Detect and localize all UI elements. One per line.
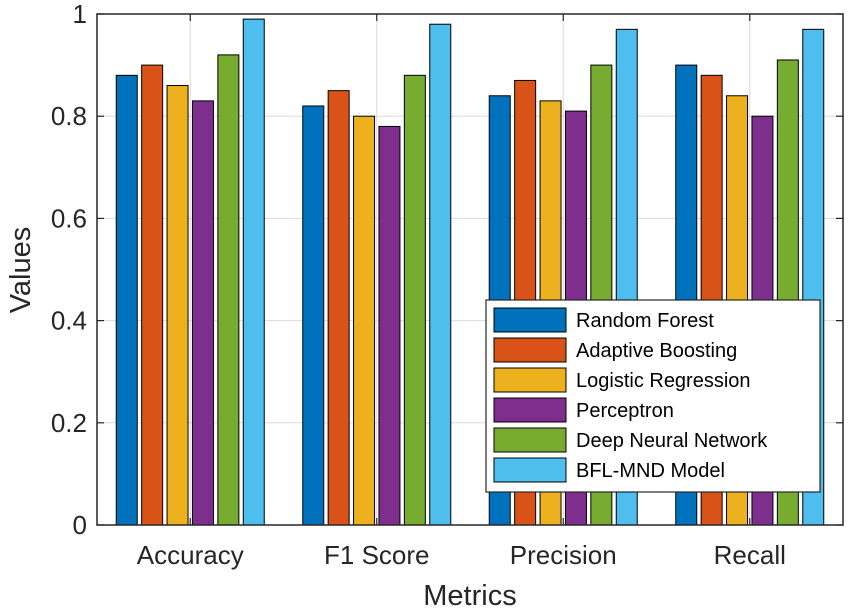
x-tick-label: Recall <box>714 540 786 570</box>
x-tick-label: Accuracy <box>137 540 244 570</box>
legend-swatch <box>493 367 567 393</box>
legend-swatch <box>493 457 567 483</box>
x-tick-label: Precision <box>510 540 617 570</box>
bar-deep-neural-network-accuracy <box>217 54 240 526</box>
bar-perceptron-accuracy <box>191 100 214 526</box>
legend-label: Perceptron <box>576 400 674 422</box>
legend-label: Adaptive Boosting <box>576 340 737 362</box>
y-axis-title: Values <box>5 227 37 314</box>
bar-random-forest-f1-score <box>302 105 325 526</box>
bar-random-forest-accuracy <box>115 74 138 526</box>
bar-logistic-regression-accuracy <box>166 85 189 526</box>
y-tick-label: 0.8 <box>51 101 87 131</box>
y-tick-label: 0.2 <box>51 408 87 438</box>
y-tick-label: 0.4 <box>51 306 87 336</box>
bar-logistic-regression-f1-score <box>353 115 376 526</box>
legend-label: BFL-MND Model <box>576 460 725 482</box>
legend-label: Random Forest <box>576 310 714 332</box>
bar-adaptive-boosting-accuracy <box>141 64 164 526</box>
plot-frame <box>96 13 844 526</box>
legend-label: Logistic Regression <box>576 370 751 392</box>
bar-bfl-mnd-model-accuracy <box>242 18 265 526</box>
x-tick-label: F1 Score <box>324 540 430 570</box>
legend-swatch <box>493 337 567 363</box>
bar-perceptron-f1-score <box>378 125 401 526</box>
bar-bfl-mnd-model-f1-score <box>429 23 452 526</box>
legend: Random Forest Adaptive Boosting Logistic R… <box>485 299 821 493</box>
x-axis: Accuracy F1 Score Precision Recall <box>137 14 786 570</box>
legend-swatch <box>493 427 567 453</box>
y-tick-label: 0.6 <box>51 203 87 233</box>
legend-swatch <box>493 307 567 333</box>
bar-deep-neural-network-f1-score <box>403 74 426 526</box>
y-tick-label: 0 <box>73 510 87 540</box>
y-axis: 0 0.2 0.4 0.6 0.8 1 <box>51 0 843 540</box>
bar-adaptive-boosting-f1-score <box>327 90 350 526</box>
legend-swatch <box>493 397 567 423</box>
legend-label: Deep Neural Network <box>576 430 768 452</box>
x-axis-title: Metrics <box>423 580 516 610</box>
y-tick-label: 1 <box>73 0 87 29</box>
